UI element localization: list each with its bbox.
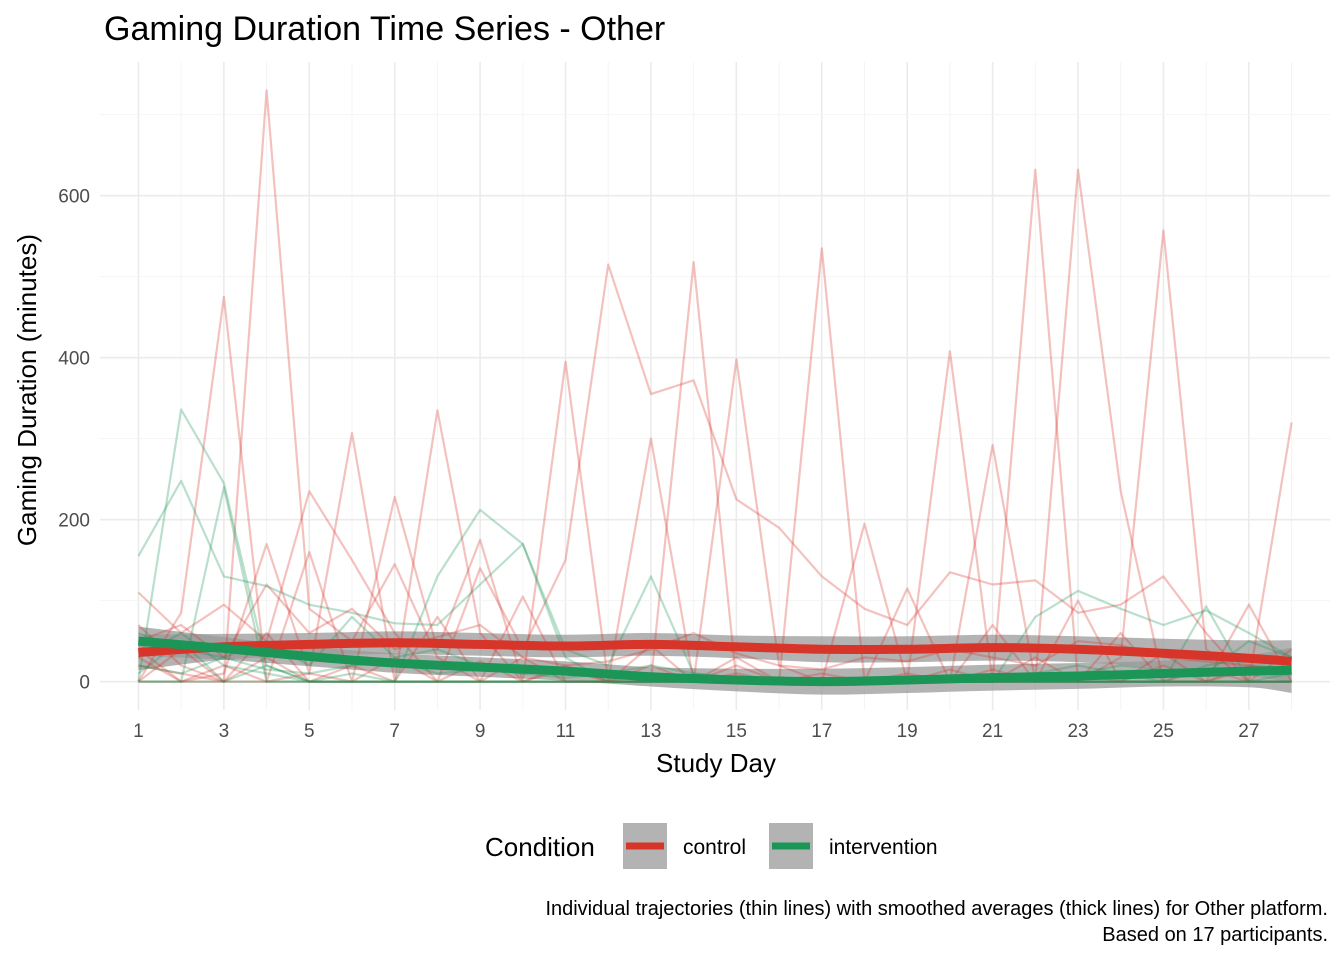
x-axis-title: Study Day (656, 748, 776, 778)
x-tick-label: 13 (640, 721, 661, 742)
x-tick-label: 25 (1153, 721, 1174, 742)
x-tick-label: 27 (1238, 721, 1259, 742)
legend-item-control: control (623, 823, 746, 869)
y-tick-label: 400 (58, 349, 90, 370)
chart-title: Gaming Duration Time Series - Other (104, 10, 665, 48)
y-tick-label: 0 (79, 673, 90, 694)
legend: Condition control intervention (485, 823, 938, 869)
y-tick-label: 600 (58, 187, 90, 208)
trajectory-control (137, 263, 1293, 683)
x-tick-label: 7 (389, 721, 400, 742)
y-axis-title: Gaming Duration (minutes) (12, 234, 42, 546)
x-tick-label: 23 (1067, 721, 1088, 742)
legend-title: Condition (485, 832, 595, 862)
x-tick-label: 11 (556, 721, 576, 742)
trajectory-control (137, 409, 1292, 683)
x-tick-label: 1 (133, 721, 144, 742)
caption-line-2: Based on 17 participants. (1102, 924, 1328, 946)
legend-label-control: control (683, 836, 746, 859)
x-tick-label: 21 (982, 721, 1003, 742)
x-tick-label: 3 (219, 721, 230, 742)
x-tick-label: 9 (475, 721, 486, 742)
individual-trajectories (137, 89, 1293, 683)
x-tick-label: 19 (897, 721, 918, 742)
x-axis-ticks: 1 3 5 7 9 11 13 15 17 19 21 23 25 27 (133, 721, 1259, 742)
x-tick-label: 5 (304, 721, 315, 742)
trajectory-control (137, 89, 1293, 683)
x-tick-label: 15 (726, 721, 747, 742)
smoothed-line-intervention (137, 636, 1292, 687)
legend-label-intervention: intervention (829, 836, 938, 859)
smoothed-line-control (138, 638, 1292, 666)
smoothed-lines (137, 636, 1292, 687)
caption-line-1: Individual trajectories (thin lines) wit… (545, 898, 1328, 920)
trajectory-control (137, 168, 1293, 683)
legend-item-intervention: intervention (769, 823, 938, 869)
x-tick-label: 17 (811, 721, 832, 742)
y-tick-label: 200 (58, 511, 90, 532)
y-axis-ticks: 0 200 400 600 (58, 187, 90, 694)
grid (100, 62, 1330, 710)
